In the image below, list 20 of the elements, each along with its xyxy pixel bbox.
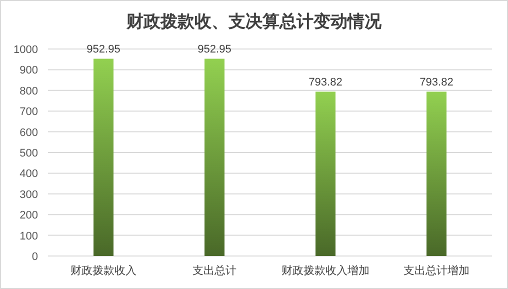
y-tick-label: 500 (20, 148, 38, 160)
chart-title: 财政拨款收、支决算总计变动情况 (126, 12, 382, 31)
y-tick-label: 1000 (14, 44, 38, 56)
data-label: 952.95 (86, 44, 120, 56)
x-tick-label: 支出总计增加 (404, 264, 470, 277)
y-tick-label: 900 (20, 64, 38, 77)
x-tick-label: 财政拨款收入 (70, 264, 136, 277)
y-tick-label: 300 (20, 188, 38, 201)
data-label: 952.95 (198, 44, 232, 56)
x-tick-label: 财政拨款收入增加 (282, 264, 370, 277)
y-tick-label: 0 (32, 251, 38, 263)
y-tick-label: 200 (20, 210, 38, 222)
data-label: 793.82 (308, 76, 342, 89)
y-tick-label: 400 (20, 168, 38, 180)
x-tick-label: 支出总计 (192, 264, 236, 277)
y-tick-label: 700 (20, 106, 38, 118)
y-tick-label: 100 (20, 230, 38, 242)
y-tick-label: 600 (20, 126, 38, 139)
y-tick-label: 800 (20, 85, 38, 98)
data-label: 793.82 (420, 76, 454, 89)
